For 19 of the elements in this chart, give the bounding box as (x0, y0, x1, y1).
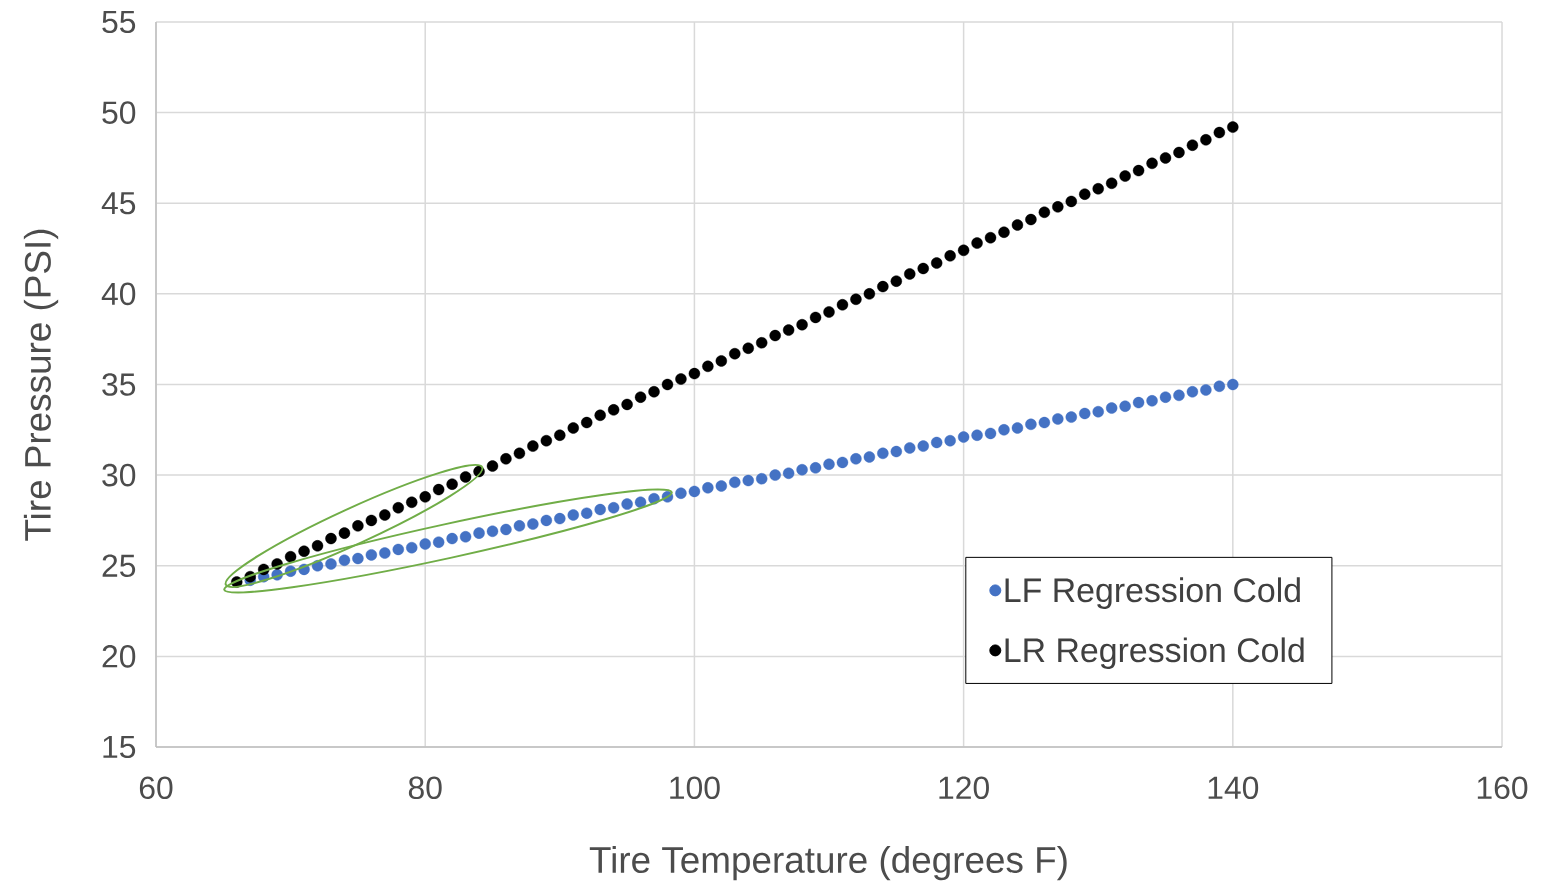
y-tick-label: 15 (103, 735, 136, 759)
x-tick-label: 120 (939, 776, 989, 800)
y-tick-label: 30 (102, 463, 136, 487)
y-tick-label: 20 (102, 645, 136, 668)
y-axis-title: Tire Pressure (PSI) (23, 229, 59, 541)
y-tick-label: 55 (102, 10, 136, 34)
legend-label: LF Regression Cold (1005, 577, 1300, 609)
y-tick-label: 25 (102, 554, 136, 578)
x-tick-label: 140 (1208, 776, 1259, 800)
x-tick-label: 60 (139, 776, 173, 800)
x-axis-title: Tire Temperature (degrees F) (589, 845, 1067, 881)
y-tick-label: 45 (101, 192, 136, 215)
y-tick-label: 35 (102, 373, 136, 396)
x-tick-label: 80 (408, 776, 442, 800)
x-tick-label: 100 (670, 776, 720, 800)
x-tick-label: 160 (1477, 776, 1528, 800)
y-tick-label: 50 (102, 101, 136, 124)
legend-label: LR Regression Cold (1005, 637, 1304, 669)
y-tick-label: 40 (101, 282, 136, 306)
